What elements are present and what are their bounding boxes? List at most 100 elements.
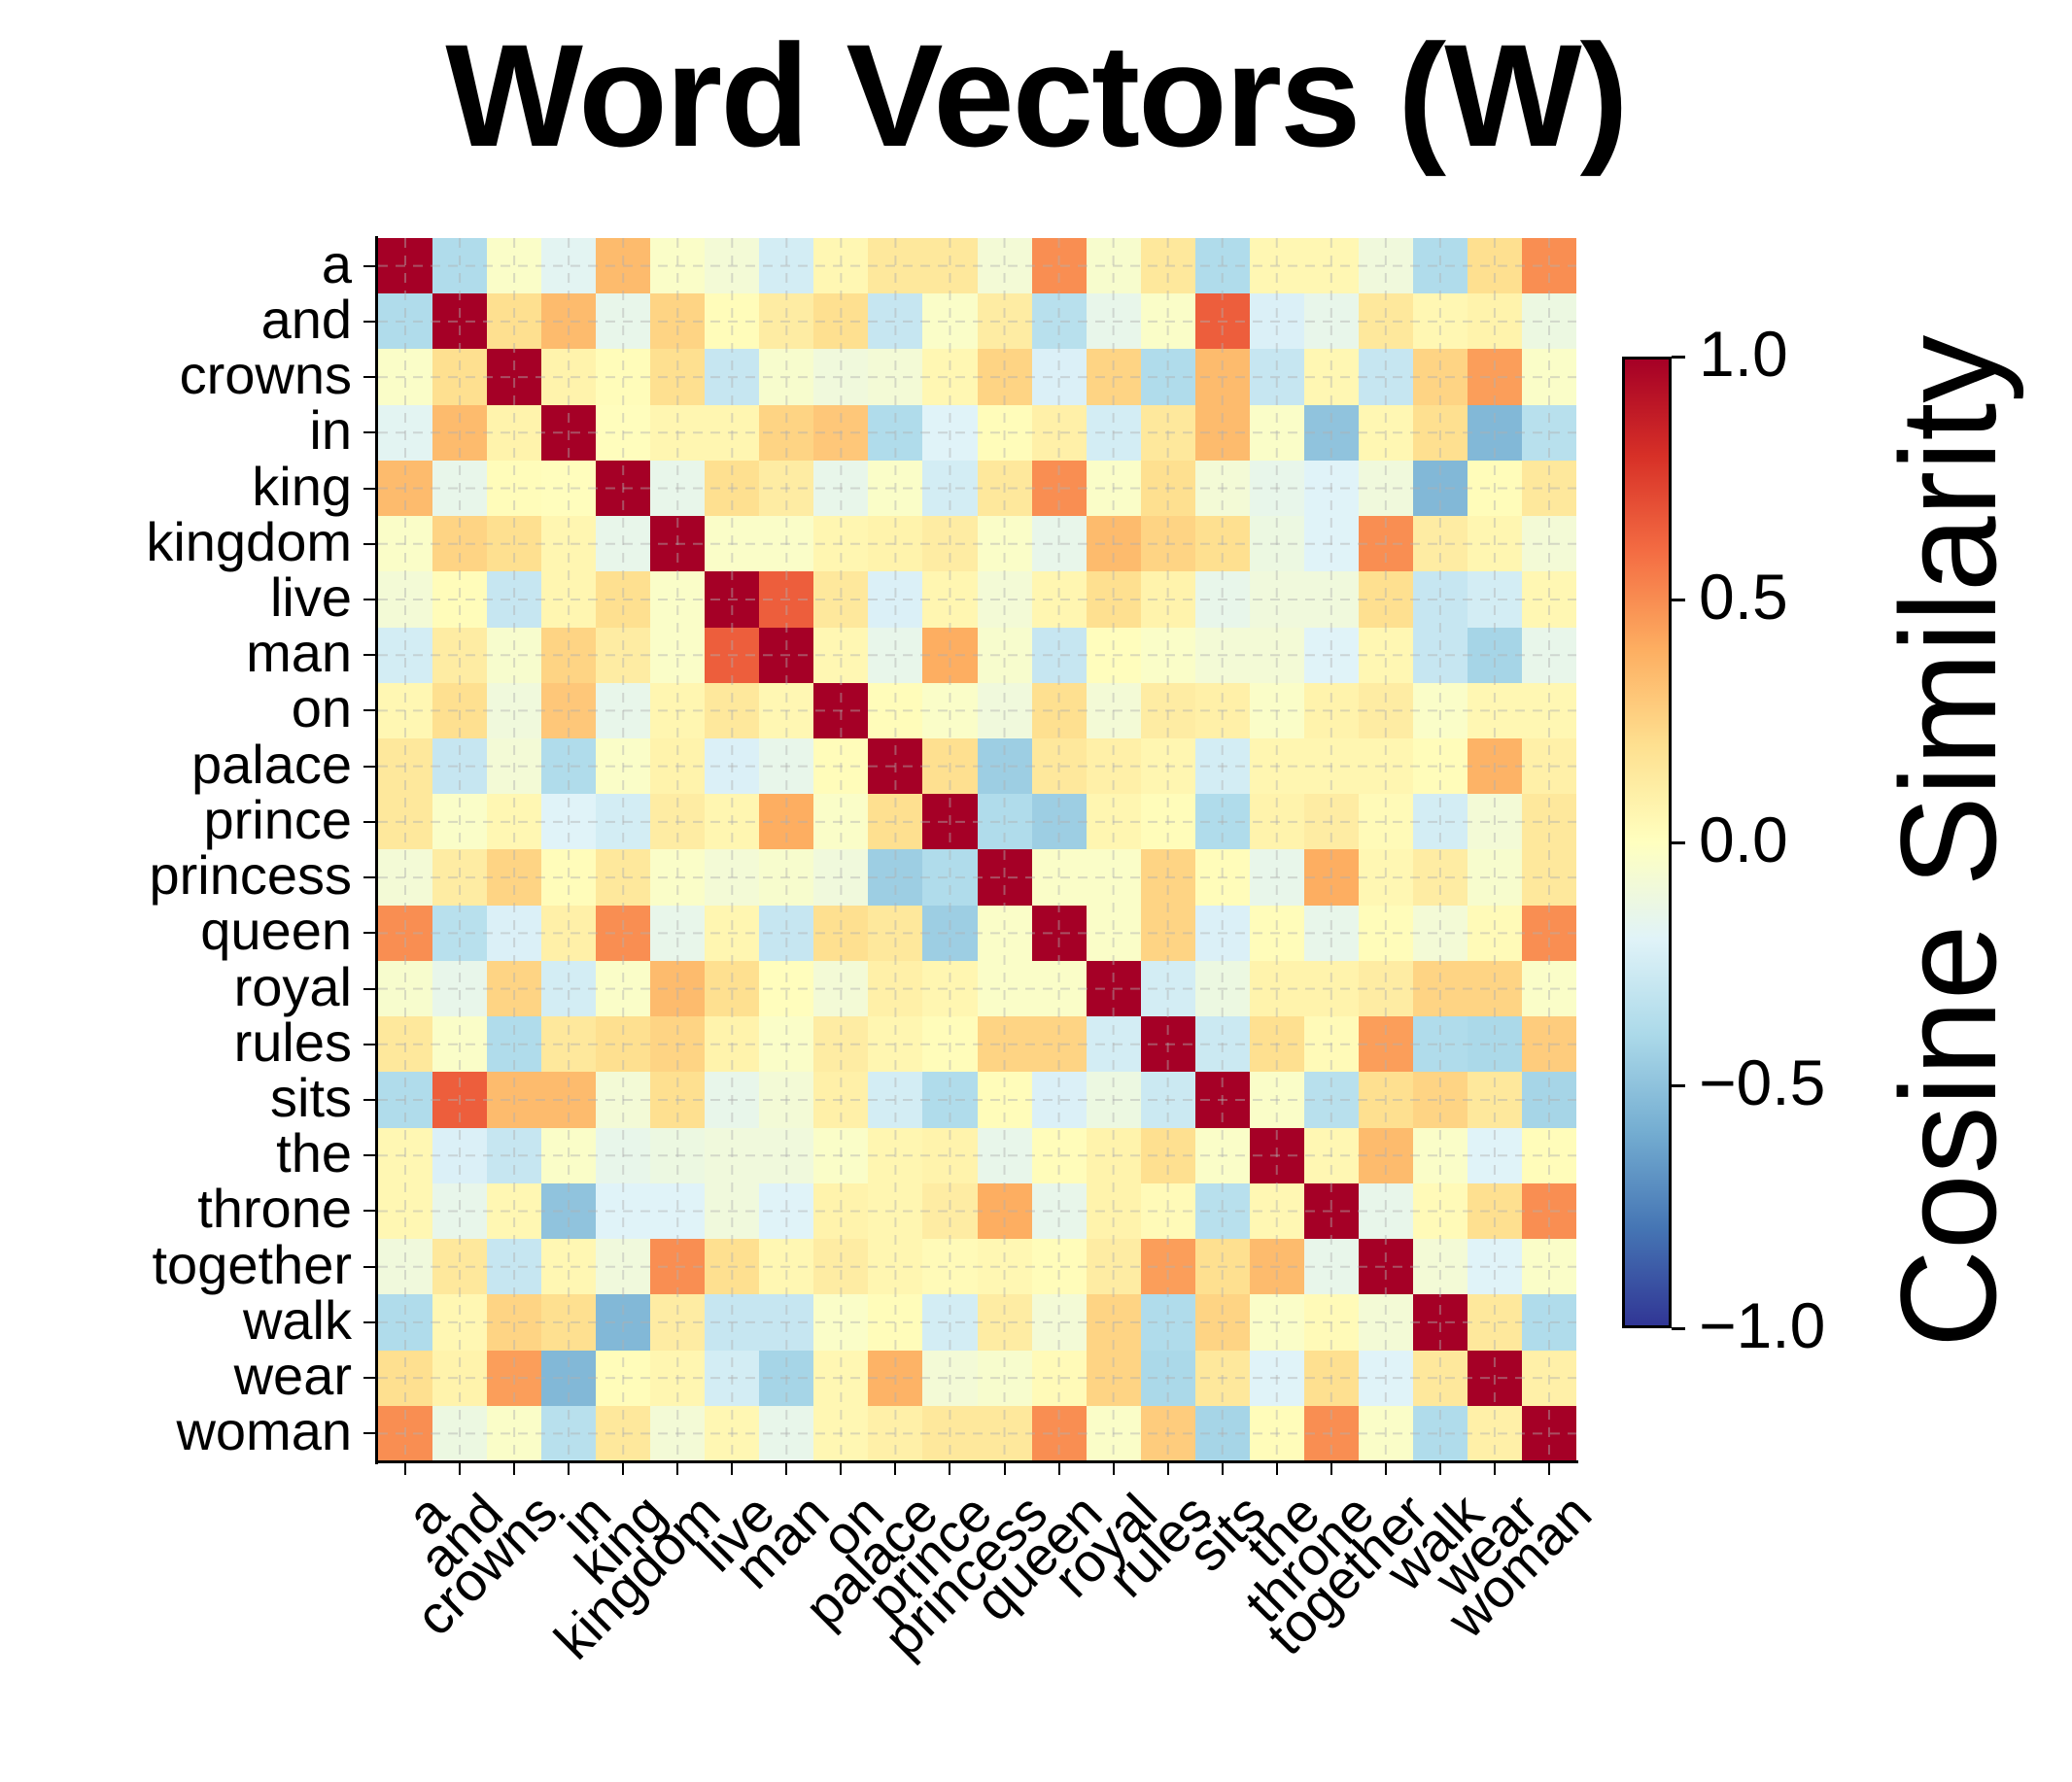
heatmap-cell [705, 238, 760, 294]
heatmap-cell [378, 460, 433, 517]
heatmap-cell [1140, 1072, 1195, 1128]
heatmap-cell [1358, 1016, 1413, 1073]
y-tick [363, 1154, 375, 1157]
heatmap-cell [487, 1182, 542, 1240]
heatmap-cell [1086, 460, 1141, 517]
heatmap-cell [1467, 627, 1522, 683]
heatmap-cell [487, 349, 542, 405]
heatmap-cell [487, 849, 542, 906]
heatmap-cell [1303, 1350, 1359, 1406]
y-tick-label: prince [203, 788, 352, 850]
heatmap-cell [977, 627, 1032, 683]
heatmap-cell [1358, 1405, 1413, 1461]
heatmap-cell [868, 1405, 923, 1461]
y-tick [363, 876, 375, 879]
heatmap-cell [1086, 682, 1141, 739]
y-tick-label: sits [270, 1067, 352, 1129]
heatmap-cell [1467, 738, 1522, 795]
heatmap-cell [541, 238, 597, 294]
heatmap-cell [1521, 1072, 1576, 1128]
heatmap-cell [487, 794, 542, 850]
y-tick [363, 1210, 375, 1213]
heatmap-cell [759, 794, 814, 850]
heatmap-cell [650, 960, 706, 1017]
heatmap-cell [759, 571, 814, 628]
colorbar-tick-label: 1.0 [1699, 318, 1788, 390]
heatmap-cell [541, 738, 597, 795]
heatmap-cell [1140, 516, 1195, 572]
heatmap-cell [868, 1294, 923, 1351]
y-tick [363, 820, 375, 823]
y-tick-label: the [276, 1122, 352, 1184]
heatmap-cell [1249, 571, 1304, 628]
y-tick-label: live [269, 565, 352, 628]
x-tick [1166, 1463, 1169, 1475]
heatmap-cell [1303, 1405, 1359, 1461]
heatmap-cell [977, 404, 1032, 461]
heatmap-cell [1031, 516, 1087, 572]
heatmap-cell [596, 1350, 651, 1406]
heatmap-cell [378, 1239, 433, 1295]
y-tick-label: on [291, 677, 352, 739]
heatmap-cell [1467, 905, 1522, 961]
x-tick [459, 1463, 462, 1475]
heatmap-cell [1086, 404, 1141, 461]
heatmap-cell [432, 1294, 488, 1351]
heatmap-cell [1412, 905, 1468, 961]
y-tick-label: a [321, 232, 352, 294]
heatmap-cell [650, 1239, 706, 1295]
x-tick [622, 1463, 625, 1475]
heatmap-cell [922, 238, 978, 294]
heatmap-cell [1031, 238, 1087, 294]
colorbar-tick [1672, 1326, 1685, 1330]
heatmap-cell [1194, 1350, 1250, 1406]
chart-title: Word Vectors (W) [445, 14, 1628, 177]
heatmap-cell [922, 1405, 978, 1461]
heatmap-cell [1140, 460, 1195, 517]
heatmap-cell [1140, 404, 1195, 461]
heatmap-cell [650, 682, 706, 739]
heatmap-cell [1194, 238, 1250, 294]
heatmap-cell [1303, 627, 1359, 683]
y-tick [363, 1432, 375, 1435]
heatmap-cell [432, 238, 488, 294]
heatmap-cell [1194, 682, 1250, 739]
heatmap-cell [1412, 1182, 1468, 1240]
heatmap-cell [868, 738, 923, 795]
heatmap-cell [977, 1016, 1032, 1073]
y-tick-label: queen [200, 900, 352, 962]
heatmap-cell [432, 404, 488, 461]
heatmap-cell [1358, 404, 1413, 461]
heatmap-cell [650, 1405, 706, 1461]
y-tick [363, 431, 375, 434]
heatmap-cell [541, 960, 597, 1017]
heatmap-cell [1521, 682, 1576, 739]
heatmap-cell [1086, 905, 1141, 961]
heatmap-cell [868, 404, 923, 461]
heatmap-cell [487, 1016, 542, 1073]
heatmap-cell [1467, 1239, 1522, 1295]
heatmap-cell [541, 682, 597, 739]
x-tick [1003, 1463, 1006, 1475]
heatmap-cell [487, 1350, 542, 1406]
heatmap-cell [541, 1239, 597, 1295]
heatmap-cell [1249, 293, 1304, 350]
heatmap-cell [922, 404, 978, 461]
heatmap-cell [650, 849, 706, 906]
heatmap-cell [813, 1350, 869, 1406]
heatmap-cell [977, 794, 1032, 850]
heatmap-cell [1358, 1072, 1413, 1128]
heatmap-cell [378, 1182, 433, 1240]
heatmap-cell [650, 238, 706, 294]
heatmap-cell [1412, 794, 1468, 850]
heatmap-cell [1086, 1239, 1141, 1295]
heatmap-cell [1521, 1294, 1576, 1351]
heatmap-cell [868, 516, 923, 572]
heatmap-cell [432, 293, 488, 350]
heatmap-cell [541, 1182, 597, 1240]
heatmap-cell [1358, 849, 1413, 906]
heatmap-cell [759, 1239, 814, 1295]
heatmap-cell [432, 1239, 488, 1295]
heatmap-cell [432, 738, 488, 795]
heatmap-cell [1521, 516, 1576, 572]
